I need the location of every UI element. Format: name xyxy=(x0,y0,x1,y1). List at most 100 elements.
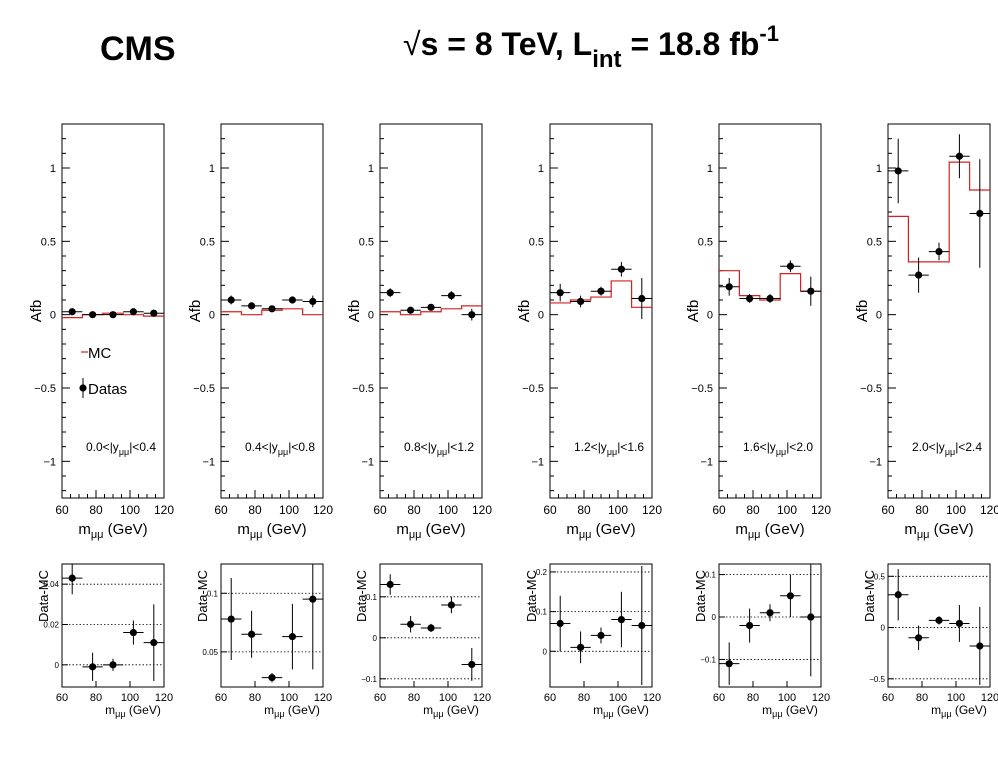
ratio-point xyxy=(248,630,256,638)
ratio-point xyxy=(386,580,394,589)
mc-histogram xyxy=(380,305,482,316)
ratio-point xyxy=(447,601,455,609)
y-tick-label: −0.5 xyxy=(34,383,56,395)
ratio-x-tick-label: 120 xyxy=(643,692,661,704)
ratio-x-axis-label: mμμ (GeV) xyxy=(264,703,320,719)
ratio-point xyxy=(268,674,276,682)
data-point xyxy=(577,297,585,306)
x-tick-label: 100 xyxy=(120,503,140,517)
y-tick-label: 1 xyxy=(209,163,215,175)
data-point xyxy=(746,294,754,303)
y-axis-label: Afb xyxy=(854,300,871,323)
ratio-point xyxy=(597,631,605,640)
y-axis-label: Afb xyxy=(685,300,702,323)
ratio-y-tick-label: 0 xyxy=(55,661,60,670)
ratio-x-axis-label: mμμ (GeV) xyxy=(593,703,649,719)
ratio-panel: −0.1 0 0.1 60 80 100 120 Data-MC mμμ (GeV) xyxy=(354,563,491,719)
ratio-x-tick-label: 60 xyxy=(56,692,68,704)
y-tick-label: −1 xyxy=(869,456,882,468)
y-tick-label: −1 xyxy=(202,456,215,468)
legend-data-label: Datas xyxy=(88,381,127,398)
y-tick-label: 0 xyxy=(209,310,215,322)
ratio-x-tick-label: 80 xyxy=(916,692,928,704)
ratio-y-tick-label: 0.02 xyxy=(43,620,59,629)
ratio-panel: 0 0.1 0.2 60 80 100 120 Data-MC mμμ (GeV) xyxy=(524,563,661,719)
data-point xyxy=(268,305,276,313)
x-tick-label: 80 xyxy=(89,503,103,517)
energy-s-symbol: s xyxy=(421,26,439,62)
y-tick-label: 0 xyxy=(368,310,374,322)
region-label: 2.0<|yμμ|<2.4 xyxy=(912,440,982,457)
ratio-y-tick-label: −0.1 xyxy=(700,655,716,664)
x-tick-label: 80 xyxy=(407,503,421,517)
ratio-x-tick-label: 120 xyxy=(981,692,998,704)
y-axis-label: Afb xyxy=(28,300,45,323)
x-axis-label: mμμ (GeV) xyxy=(396,521,465,541)
x-tick-label: 60 xyxy=(373,503,387,517)
x-tick-label: 80 xyxy=(577,503,591,517)
data-point xyxy=(556,289,564,297)
data-point xyxy=(309,297,317,306)
x-tick-label: 60 xyxy=(214,503,228,517)
ratio-point xyxy=(129,628,137,637)
data-point xyxy=(248,302,256,310)
y-tick-label: −1 xyxy=(361,456,374,468)
ratio-point xyxy=(288,633,296,641)
ratio-x-tick-label: 80 xyxy=(90,692,102,704)
ratio-y-tick-label: 0.05 xyxy=(202,648,218,657)
ratio-y-tick-label: 0 xyxy=(373,634,378,643)
ratio-point xyxy=(725,660,733,668)
data-point xyxy=(386,289,394,297)
ratio-x-tick-label: 100 xyxy=(778,692,796,704)
x-tick-label: 100 xyxy=(777,503,797,517)
data-point xyxy=(427,303,435,311)
energy-lumi-label: √s = 8 TeV, Lint = 18.8 fb-1 xyxy=(403,21,779,73)
ratio-x-tick-label: 100 xyxy=(609,692,627,704)
ratio-point xyxy=(766,609,774,617)
ratio-point xyxy=(915,634,923,642)
panels-group: −1 −0.5 0 0.5 1 60 80 100 120 Afb mμμ (GeV) 0.0<|yμ… xyxy=(28,123,998,719)
ratio-x-tick-label: 100 xyxy=(439,692,457,704)
ratio-plot-frame xyxy=(887,563,991,688)
data-point xyxy=(129,308,137,316)
x-tick-label: 120 xyxy=(472,503,492,517)
ratio-x-tick-label: 80 xyxy=(249,692,261,704)
data-point xyxy=(617,265,626,273)
data-point xyxy=(955,152,964,160)
ratio-point xyxy=(976,642,984,650)
ratio-x-axis-label: mμμ (GeV) xyxy=(931,703,987,719)
x-tick-label: 80 xyxy=(746,503,760,517)
energy-sqrt-symbol: √ xyxy=(403,26,421,62)
lumi-subscript: int xyxy=(592,46,621,73)
y-tick-label: −1 xyxy=(531,456,544,468)
panel: −1 −0.5 0 0.5 1 60 80 100 120 Afb mμμ (GeV) 0.4<|yμ… xyxy=(187,123,333,541)
data-point xyxy=(976,209,984,218)
ratio-y-axis-label: Data-MC xyxy=(862,570,877,622)
ratio-point xyxy=(786,592,795,600)
ratio-x-tick-label: 60 xyxy=(713,692,725,704)
ratio-plot-frame xyxy=(379,563,483,688)
ratio-point xyxy=(577,643,585,651)
ratio-y-tick-label: −0.5 xyxy=(869,675,885,684)
x-tick-label: 60 xyxy=(55,503,69,517)
data-point xyxy=(109,311,117,319)
data-point xyxy=(447,292,455,300)
ratio-point xyxy=(935,616,943,624)
data-point xyxy=(227,296,235,304)
ratio-panel: −0.1 0 0.1 60 80 100 120 Data-MC mμμ (GeV) xyxy=(693,563,830,719)
y-tick-label: 0.5 xyxy=(698,236,713,248)
x-tick-label: 120 xyxy=(154,503,174,517)
ratio-y-axis-label: Data-MC xyxy=(195,570,210,622)
ratio-x-tick-label: 80 xyxy=(578,692,590,704)
ratio-panel: 0.05 0.1 60 80 100 120 Data-MC mμμ (GeV) xyxy=(195,563,332,719)
region-label: 0.0<|yμμ|<0.4 xyxy=(86,440,156,457)
ratio-y-axis-label: Data-MC xyxy=(36,570,51,622)
y-tick-label: −1 xyxy=(700,456,713,468)
panel: −1 −0.5 0 0.5 1 60 80 100 120 Afb mμμ (GeV) 0.0<|yμ… xyxy=(28,123,174,541)
ratio-point xyxy=(617,615,626,624)
ratio-x-axis-label: mμμ (GeV) xyxy=(423,703,479,719)
x-tick-label: 100 xyxy=(279,503,299,517)
y-tick-label: 0 xyxy=(50,310,56,322)
y-tick-label: −0.5 xyxy=(193,383,215,395)
x-axis-label: mμμ (GeV) xyxy=(904,521,973,541)
